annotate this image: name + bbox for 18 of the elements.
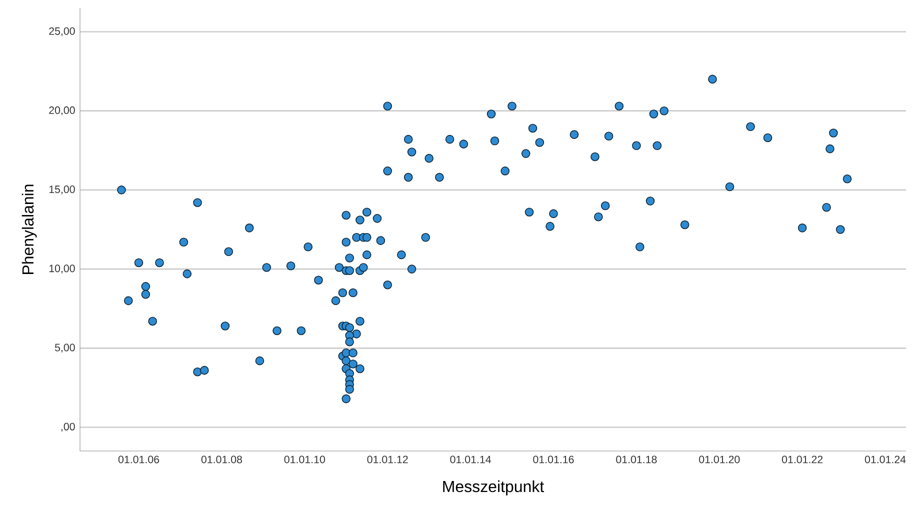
- x-tick-label: 01.01.08: [201, 456, 242, 464]
- y-tick-label: 20,00: [49, 106, 75, 116]
- y-tick-label: 10,00: [49, 264, 75, 274]
- y-tick-label: 15,00: [49, 186, 75, 194]
- x-tick-label: 01.01.12: [367, 456, 408, 464]
- y-tick-label: ,00: [61, 422, 75, 432]
- x-tick-label: 01.01.22: [782, 456, 823, 464]
- y-tick-label: 5,00: [54, 344, 75, 353]
- x-tick-label: 01.01.18: [616, 456, 657, 464]
- x-tick-label: 01.01.24: [864, 456, 906, 464]
- y-axis-title: Phenylalanin: [22, 184, 37, 274]
- x-tick-label: 01.01.20: [699, 456, 740, 464]
- x-tick-label: 01.01.16: [533, 456, 574, 464]
- x-tick-label: 01.01.06: [118, 456, 160, 464]
- x-axis-title: Messzeitpunkt: [443, 480, 544, 496]
- y-tick-label: 25,00: [49, 27, 75, 36]
- x-tick-label: 01.01.10: [284, 456, 325, 464]
- x-tick-label: 01.01.14: [450, 456, 491, 464]
